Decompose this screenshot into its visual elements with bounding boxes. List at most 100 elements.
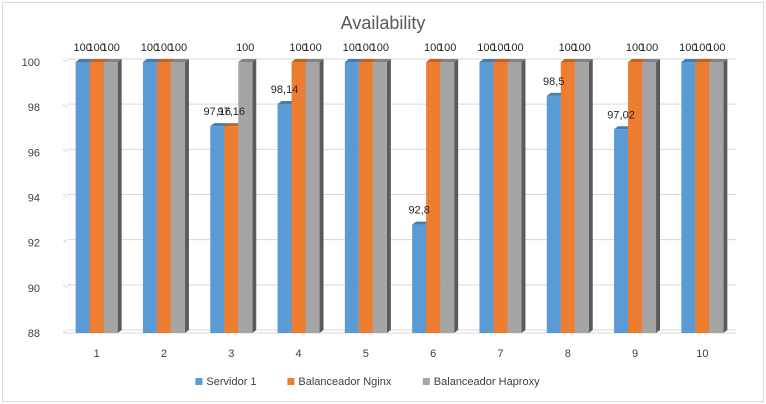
bar-front <box>291 62 306 333</box>
data-label: 100 <box>693 42 711 54</box>
data-label: 100 <box>73 42 91 54</box>
bar-top <box>372 59 391 62</box>
bar-top <box>614 126 633 130</box>
bar-front <box>709 62 724 333</box>
bar-top <box>546 92 565 96</box>
bar-front <box>440 62 455 333</box>
x-tick-label: 9 <box>632 348 638 360</box>
y-axis-ticks: 88 90 92 94 96 98 100 <box>22 57 40 340</box>
data-label: 100 <box>236 42 254 54</box>
bar-front <box>546 95 561 333</box>
bar <box>372 59 391 333</box>
x-tick-label: 8 <box>565 348 571 360</box>
x-tick-label: 4 <box>295 348 301 360</box>
bar-front <box>277 104 292 333</box>
bar-top <box>642 59 661 62</box>
bar-top <box>695 59 714 62</box>
bar-top <box>291 59 310 62</box>
bar-front <box>642 62 657 333</box>
bar-top <box>440 59 459 62</box>
bar-top <box>574 59 593 62</box>
bar-front <box>614 129 629 333</box>
bar-front <box>628 62 643 333</box>
bar-front <box>142 62 157 333</box>
bar <box>305 59 324 333</box>
bar <box>170 59 189 333</box>
bar <box>238 59 257 333</box>
y-tick-label: 96 <box>28 147 40 159</box>
bar-top <box>344 59 363 62</box>
legend-swatch <box>287 378 295 385</box>
data-label: 100 <box>343 42 361 54</box>
x-tick-label: 3 <box>228 348 234 360</box>
bar <box>642 59 661 333</box>
bar <box>574 59 593 333</box>
bar-top <box>224 123 243 127</box>
data-label: 100 <box>477 42 495 54</box>
data-label: 100 <box>141 42 159 54</box>
data-label: 100 <box>155 42 173 54</box>
bar <box>507 59 526 333</box>
bar-front <box>210 126 225 334</box>
data-label: 100 <box>679 42 697 54</box>
data-label: 100 <box>573 42 591 54</box>
data-label: 97,02 <box>607 109 635 121</box>
data-label: 100 <box>707 42 725 54</box>
gridline-diag <box>62 148 68 153</box>
bar-top <box>277 101 296 105</box>
bar-top <box>142 59 161 62</box>
bar-front <box>103 62 118 333</box>
legend-item: Balanceador Nginx <box>287 376 392 388</box>
bar-side <box>588 59 593 333</box>
bar-side <box>521 59 526 333</box>
data-label: 100 <box>626 42 644 54</box>
bar <box>709 59 728 333</box>
y-tick-label: 98 <box>28 102 40 114</box>
data-label: 100 <box>289 42 307 54</box>
bar-front <box>170 62 185 333</box>
bar-top <box>358 59 377 62</box>
bar-top <box>210 123 229 127</box>
legend-swatch <box>422 378 430 385</box>
bar-top <box>681 59 700 62</box>
legend-swatch <box>195 378 203 385</box>
y-tick-label: 90 <box>28 283 40 295</box>
bar-top <box>103 59 122 62</box>
gridline-diag <box>62 194 68 198</box>
data-label: 100 <box>559 42 577 54</box>
legend-label: Balanceador Haproxy <box>434 376 540 388</box>
x-tick-label: 2 <box>161 348 167 360</box>
bar-front <box>156 62 171 333</box>
bar-side <box>184 59 189 333</box>
bar-front <box>412 224 427 333</box>
bar-side <box>656 59 661 333</box>
bar-front <box>493 62 508 333</box>
bar <box>440 59 459 333</box>
data-label: 92,8 <box>408 205 429 217</box>
bar-front <box>507 62 522 333</box>
x-axis-ticks: 1 2 3 4 5 6 7 8 9 10 <box>94 348 709 360</box>
legend-item: Balanceador Haproxy <box>422 376 540 388</box>
bar-side <box>386 59 391 333</box>
data-label: 100 <box>424 42 442 54</box>
data-label: 100 <box>87 42 105 54</box>
gridline-diag <box>62 284 68 289</box>
bar-side <box>252 59 257 333</box>
data-label: 100 <box>371 42 389 54</box>
bar-front <box>479 62 494 333</box>
bar-front <box>681 62 696 333</box>
bar-top <box>305 59 324 62</box>
bar-side <box>117 59 122 333</box>
bar-top <box>238 59 257 62</box>
bar-front <box>560 62 575 333</box>
data-label: 100 <box>101 42 119 54</box>
bars <box>75 59 728 334</box>
bar-top <box>412 221 431 225</box>
bar-top <box>560 59 579 62</box>
legend-label: Balanceador Nginx <box>298 376 391 388</box>
bar-top <box>493 59 512 62</box>
bar-top <box>426 59 445 62</box>
